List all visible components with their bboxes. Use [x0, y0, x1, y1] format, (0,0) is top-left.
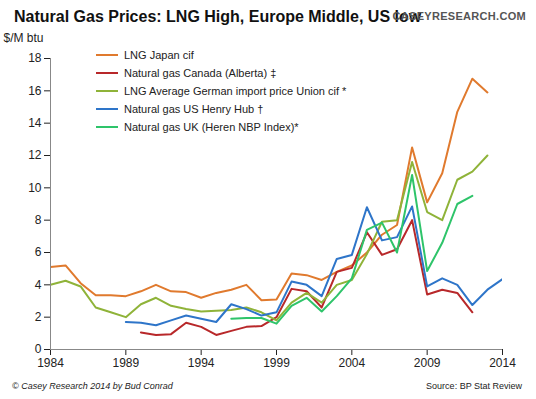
html-text:Natural gas UK (Heren NBP Inde: Natural gas UK (Heren NBP Index)* [124, 121, 299, 133]
svg-text:1999: 1999 [263, 356, 290, 370]
svg-text:1989: 1989 [112, 356, 139, 370]
svg-text:8: 8 [35, 213, 42, 227]
svg-text:4: 4 [35, 278, 42, 292]
svg-text:1984: 1984 [37, 356, 64, 370]
html-text:Source: BP Stat Review: Source: BP Stat Review [426, 381, 522, 391]
html-text:Natural gas Canada (Alberta) ‡: Natural gas Canada (Alberta) ‡ [124, 67, 277, 79]
html-text:Natural Gas Prices: LNG High,: Natural Gas Prices: LNG High, Europe Mid… [14, 8, 422, 25]
svg-text:18: 18 [28, 51, 42, 65]
html-text:Natural gas US Henry Hub †: Natural gas US Henry Hub † [124, 103, 264, 115]
svg-text:12: 12 [28, 148, 42, 162]
svg-text:14: 14 [28, 116, 42, 130]
svg-text:16: 16 [28, 84, 42, 98]
svg-text:0: 0 [35, 342, 42, 356]
html-text:LNG Average German import pric: LNG Average German import price Union ci… [124, 85, 347, 97]
svg-text:2009: 2009 [414, 356, 441, 370]
svg-text:6: 6 [35, 245, 42, 259]
svg-text:2: 2 [35, 310, 42, 324]
html-text:© Casey Research 2014 by Bud C: © Casey Research 2014 by Bud Conrad [12, 381, 173, 391]
svg-text:2014: 2014 [489, 356, 516, 370]
svg-text:$/M btu: $/M btu [4, 31, 44, 45]
svg-text:1994: 1994 [188, 356, 215, 370]
svg-text:2004: 2004 [338, 356, 365, 370]
html-text:CASEYRESEARCH.COM: CASEYRESEARCH.COM [392, 10, 526, 22]
svg-text:10: 10 [28, 181, 42, 195]
html-text:LNG Japan cif: LNG Japan cif [124, 49, 194, 61]
